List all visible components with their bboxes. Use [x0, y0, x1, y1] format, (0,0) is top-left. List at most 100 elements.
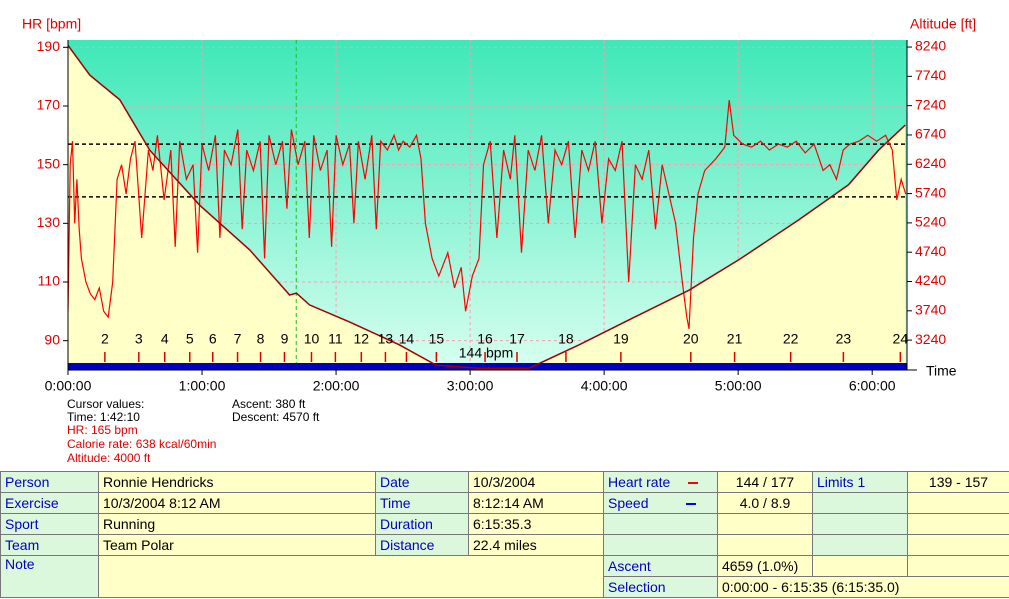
x-tick-label: 0:00:00: [45, 378, 92, 394]
label-cell: Note: [0, 555, 99, 598]
chart: HR [bpm] Altitude [ft] Time Cursor value…: [22, 16, 976, 465]
value-cell: 139 - 157: [907, 471, 1009, 493]
lap-label: 10: [304, 331, 320, 347]
empty-cell: [603, 534, 718, 556]
lap-label: 15: [429, 331, 445, 347]
empty-cell: [717, 534, 813, 556]
x-tick-label: 2:00:00: [313, 378, 360, 394]
x-tick-label: 6:00:00: [849, 378, 896, 394]
label-cell: Person: [0, 471, 99, 493]
lap-label: 17: [509, 331, 525, 347]
value-cell: Ronnie Hendricks: [98, 471, 376, 493]
label-cell: Team: [0, 534, 99, 556]
label-text: Heart rate: [608, 474, 671, 490]
lap-label: 8: [257, 331, 265, 347]
empty-cell: [907, 555, 1009, 577]
y-tick-label: 170: [37, 97, 61, 113]
value-cell: 8:12:14 AM: [468, 492, 604, 514]
cursor-hr: HR: 165 bpm: [67, 423, 138, 437]
lap-label: 5: [186, 331, 194, 347]
y2-tick-label: 8240: [915, 38, 946, 54]
x-tick-label: 1:00:00: [179, 378, 226, 394]
empty-cell: [812, 534, 908, 556]
empty-cell: [907, 534, 1009, 556]
y-tick-label: 150: [37, 155, 61, 171]
value-cell: 4659 (1.0%): [717, 555, 813, 577]
lap-label: 22: [783, 331, 799, 347]
value-cell: 10/3/2004 8:12 AM: [98, 492, 376, 514]
empty-cell: [812, 513, 908, 535]
lap-label: 2: [101, 331, 109, 347]
legend-swatch: [686, 503, 697, 506]
lap-label: 12: [354, 331, 370, 347]
lap-label: 21: [727, 331, 743, 347]
y2-tick-label: 6240: [915, 155, 946, 171]
lap-label: 13: [378, 331, 394, 347]
plot-area: [68, 40, 907, 370]
label-cell: Date: [375, 471, 469, 493]
lap-label: 11: [328, 331, 343, 347]
y2-tick-label: 7240: [915, 96, 946, 112]
empty-cell: [717, 513, 813, 535]
x-tick-label: 3:00:00: [447, 378, 494, 394]
label-cell: Speed: [603, 492, 718, 514]
line: [68, 44, 906, 369]
empty-cell: [907, 492, 1009, 514]
y2-tick-label: 4240: [915, 272, 946, 288]
label-cell: Selection: [603, 576, 718, 598]
value-cell: 22.4 miles: [468, 534, 604, 556]
value-cell: Running: [98, 513, 376, 535]
lap-label: 24: [893, 331, 909, 347]
y-tick-label: 190: [37, 38, 61, 54]
value-cell: Team Polar: [98, 534, 376, 556]
label-cell: Sport: [0, 513, 99, 535]
y-axis-label: HR [bpm]: [22, 16, 81, 32]
y2-tick-label: 3240: [915, 331, 946, 347]
label-cell: Limits 1: [812, 471, 908, 493]
y2-axis-label: Altitude [ft]: [910, 16, 976, 32]
lap-label: 20: [683, 331, 699, 347]
note-cell: [98, 555, 604, 598]
x-tick-label: 4:00:00: [581, 378, 628, 394]
y2-tick-label: 4740: [915, 243, 946, 259]
lap-label: 18: [558, 331, 574, 347]
y2-tick-label: 5740: [915, 184, 946, 200]
value-cell: 4.0 / 8.9: [717, 492, 813, 514]
value-cell: 6:15:35.3: [468, 513, 604, 535]
cursor-title: Cursor values:: [67, 397, 144, 411]
value-cell: 0:00:00 - 6:15:35 (6:15:35.0): [717, 576, 1009, 598]
lap-label: 3: [135, 331, 143, 347]
lap-label: 23: [836, 331, 852, 347]
summary-table: Person Ronnie Hendricks Date 10/3/2004 H…: [0, 471, 1009, 598]
value-cell: 10/3/2004: [468, 471, 604, 493]
lap-label: 14: [399, 331, 415, 347]
y-tick-label: 130: [37, 214, 61, 230]
empty-cell: [603, 513, 718, 535]
lap-label: 16: [477, 331, 493, 347]
y2-tick-label: 7740: [915, 67, 946, 83]
label-cell: Duration: [375, 513, 469, 535]
lap-label: 19: [613, 331, 629, 347]
y2-tick-label: 5240: [915, 214, 946, 230]
y-tick-label: 110: [38, 273, 61, 289]
label-cell: Time: [375, 492, 469, 514]
lap-label: 4: [161, 331, 169, 347]
lap-label: 6: [209, 331, 217, 347]
empty-cell: [812, 492, 908, 514]
label-text: Speed: [608, 495, 649, 511]
label-cell: Heart rate: [603, 471, 718, 493]
cursor-time: Time: 1:42:10: [67, 410, 140, 424]
cursor-altitude: Altitude: 4000 ft: [67, 451, 151, 465]
area: [68, 45, 906, 370]
empty-cell: [907, 513, 1009, 535]
x-tick-label: 5:00:00: [715, 378, 762, 394]
label-cell: Distance: [375, 534, 469, 556]
annotation: 144 bpm: [459, 345, 513, 361]
line: [68, 100, 907, 330]
label-cell: Ascent: [603, 555, 718, 577]
selection-bar: [68, 363, 907, 370]
empty-cell: [812, 555, 908, 577]
cursor-calorie: Calorie rate: 638 kcal/60min: [67, 437, 216, 451]
cursor-descent: Descent: 4570 ft: [232, 410, 320, 424]
